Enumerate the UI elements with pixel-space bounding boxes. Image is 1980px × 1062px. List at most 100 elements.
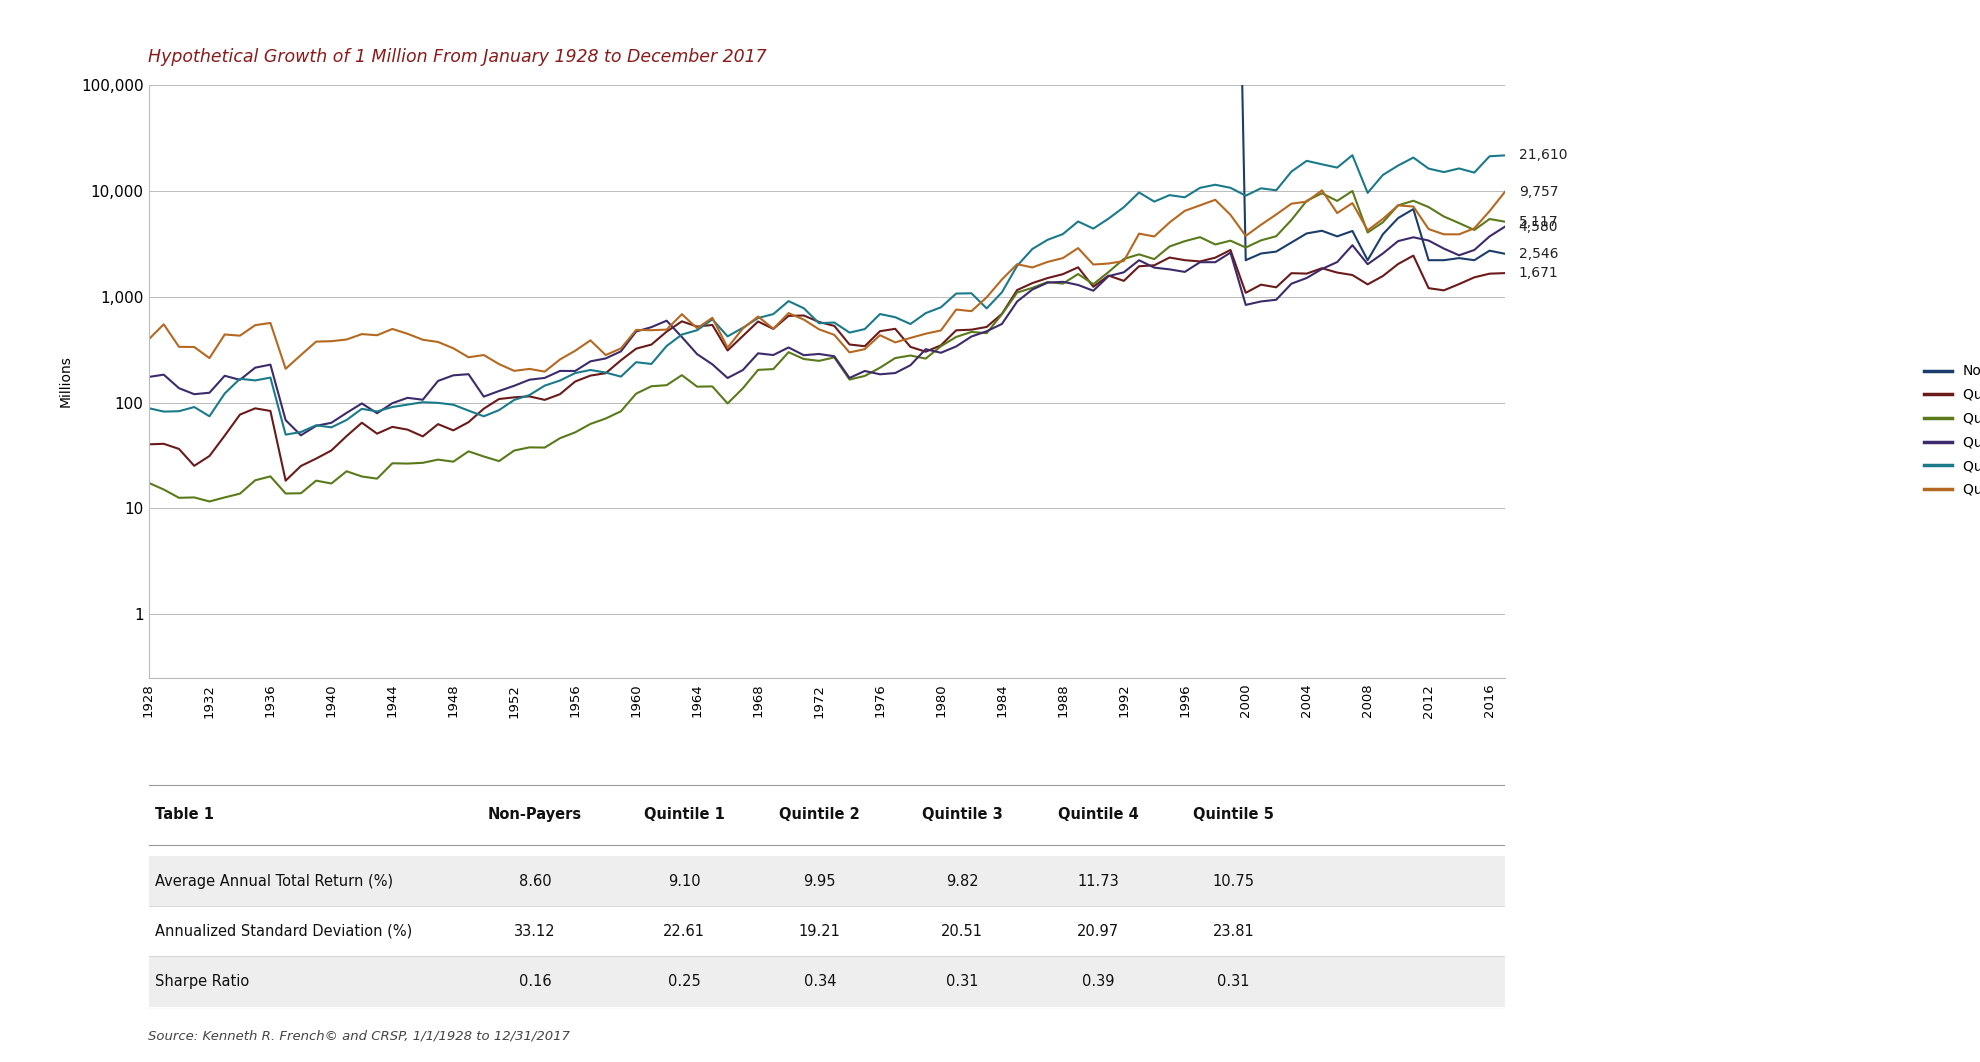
- Quintile 4: [137, 401, 160, 414]
- Text: 0.34: 0.34: [804, 974, 836, 989]
- Quintile 5 (Highest Payers): [1279, 198, 1303, 210]
- Quintile 2: [1311, 187, 1335, 200]
- Quintile 4: [335, 413, 358, 426]
- Quintile 1 (Lowest Payers): [1325, 267, 1348, 279]
- Quintile 2: [198, 495, 222, 508]
- Quintile 1 (Lowest Payers): [273, 475, 297, 487]
- Quintile 2: [1279, 213, 1303, 226]
- Quintile 2: [564, 426, 588, 439]
- Quintile 5 (Highest Payers): [319, 335, 343, 347]
- Text: 0.39: 0.39: [1081, 974, 1115, 989]
- Quintile 5 (Highest Payers): [1311, 184, 1335, 196]
- Text: 21,610: 21,610: [1519, 149, 1568, 162]
- Text: Table 1: Table 1: [154, 807, 214, 822]
- Quintile 5 (Highest Payers): [533, 365, 556, 378]
- FancyBboxPatch shape: [148, 957, 1505, 1007]
- Quintile 4: [273, 428, 297, 441]
- Text: Source: Kenneth R. French© and CRSP, 1/1/1928 to 12/31/2017: Source: Kenneth R. French© and CRSP, 1/1…: [148, 1030, 570, 1043]
- Quintile 4: [564, 366, 588, 379]
- Quintile 3: [1279, 277, 1303, 290]
- Non-payers: [1493, 247, 1517, 260]
- Quintile 4: [1279, 166, 1303, 178]
- Quintile 2: [137, 477, 160, 490]
- Quintile 4: [1097, 212, 1121, 225]
- Quintile 2: [1493, 216, 1517, 228]
- FancyBboxPatch shape: [148, 856, 1505, 906]
- Quintile 5 (Highest Payers): [1463, 222, 1487, 235]
- Quintile 2: [1097, 266, 1121, 278]
- Non-payers: [1325, 230, 1348, 243]
- Quintile 5 (Highest Payers): [564, 344, 588, 357]
- Text: 2,546: 2,546: [1519, 246, 1558, 261]
- Text: 23.81: 23.81: [1212, 924, 1255, 939]
- Quintile 1 (Lowest Payers): [1463, 271, 1487, 284]
- Text: 0.31: 0.31: [1218, 974, 1249, 989]
- Text: 9.95: 9.95: [804, 874, 836, 889]
- Quintile 1 (Lowest Payers): [335, 430, 358, 443]
- Text: 9,757: 9,757: [1519, 185, 1558, 199]
- Text: 20.97: 20.97: [1077, 924, 1119, 939]
- Text: 0.16: 0.16: [519, 974, 550, 989]
- Y-axis label: Millions: Millions: [59, 356, 73, 408]
- Text: Annualized Standard Deviation (%): Annualized Standard Deviation (%): [154, 924, 412, 939]
- Line: Quintile 4: Quintile 4: [148, 155, 1505, 434]
- Text: 9.82: 9.82: [946, 874, 978, 889]
- Quintile 1 (Lowest Payers): [1218, 243, 1241, 256]
- Line: Non-payers: Non-payers: [148, 0, 1505, 260]
- Quintile 5 (Highest Payers): [1097, 257, 1121, 270]
- Quintile 2: [1340, 185, 1364, 198]
- Text: Quintile 1: Quintile 1: [644, 807, 725, 822]
- Text: Quintile 4: Quintile 4: [1057, 807, 1138, 822]
- Text: 33.12: 33.12: [515, 924, 556, 939]
- Quintile 1 (Lowest Payers): [564, 375, 588, 388]
- Text: 0.31: 0.31: [946, 974, 978, 989]
- Text: Quintile 3: Quintile 3: [923, 807, 1002, 822]
- Quintile 1 (Lowest Payers): [1097, 269, 1121, 281]
- Text: 1,671: 1,671: [1519, 267, 1558, 280]
- Non-payers: [1463, 254, 1487, 267]
- Quintile 1 (Lowest Payers): [137, 438, 160, 450]
- Line: Quintile 3: Quintile 3: [148, 227, 1505, 435]
- Non-payers: [1234, 254, 1257, 267]
- Text: Average Annual Total Return (%): Average Annual Total Return (%): [154, 874, 394, 889]
- Text: Quintile 5: Quintile 5: [1194, 807, 1273, 822]
- Quintile 4: [1463, 167, 1487, 179]
- Line: Quintile 5 (Highest Payers): Quintile 5 (Highest Payers): [148, 190, 1505, 372]
- Non-payers: [1295, 227, 1319, 240]
- Text: Hypothetical Growth of 1 Million From January 1928 to December 2017: Hypothetical Growth of 1 Million From Ja…: [148, 48, 766, 66]
- Quintile 3: [1097, 270, 1121, 282]
- Quintile 3: [289, 429, 313, 442]
- Quintile 5 (Highest Payers): [1493, 186, 1517, 199]
- Text: 8.60: 8.60: [519, 874, 550, 889]
- Quintile 5 (Highest Payers): [137, 333, 160, 346]
- Quintile 3: [1493, 221, 1517, 234]
- Quintile 2: [1463, 224, 1487, 237]
- Text: 5,117: 5,117: [1519, 215, 1558, 228]
- Text: Quintile 2: Quintile 2: [780, 807, 859, 822]
- Quintile 3: [137, 371, 160, 383]
- Text: 10.75: 10.75: [1212, 874, 1255, 889]
- Quintile 1 (Lowest Payers): [1493, 267, 1517, 279]
- Text: 0.25: 0.25: [667, 974, 701, 989]
- Quintile 4: [1340, 149, 1364, 161]
- Text: 22.61: 22.61: [663, 924, 705, 939]
- Quintile 3: [564, 364, 588, 377]
- Text: 20.51: 20.51: [940, 924, 984, 939]
- Text: 19.21: 19.21: [800, 924, 842, 939]
- Quintile 3: [1311, 262, 1335, 275]
- Line: Quintile 2: Quintile 2: [148, 191, 1505, 501]
- Line: Quintile 1 (Lowest Payers): Quintile 1 (Lowest Payers): [148, 250, 1505, 481]
- Text: 4,580: 4,580: [1519, 220, 1558, 234]
- Quintile 5 (Highest Payers): [1325, 207, 1348, 220]
- Text: Sharpe Ratio: Sharpe Ratio: [154, 974, 249, 989]
- Quintile 3: [335, 407, 358, 419]
- Legend: Non-payers, Quintile 1 (Lowest Payers), Quintile 2, Quintile 3, Quintile 4, Quin: Non-payers, Quintile 1 (Lowest Payers), …: [1919, 359, 1980, 502]
- Quintile 2: [335, 465, 358, 478]
- Quintile 4: [1493, 149, 1517, 161]
- Quintile 3: [1447, 249, 1471, 261]
- Text: 9.10: 9.10: [667, 874, 701, 889]
- Text: Non-Payers: Non-Payers: [487, 807, 582, 822]
- Quintile 4: [1311, 158, 1335, 171]
- Text: 11.73: 11.73: [1077, 874, 1119, 889]
- Quintile 1 (Lowest Payers): [1295, 268, 1319, 280]
